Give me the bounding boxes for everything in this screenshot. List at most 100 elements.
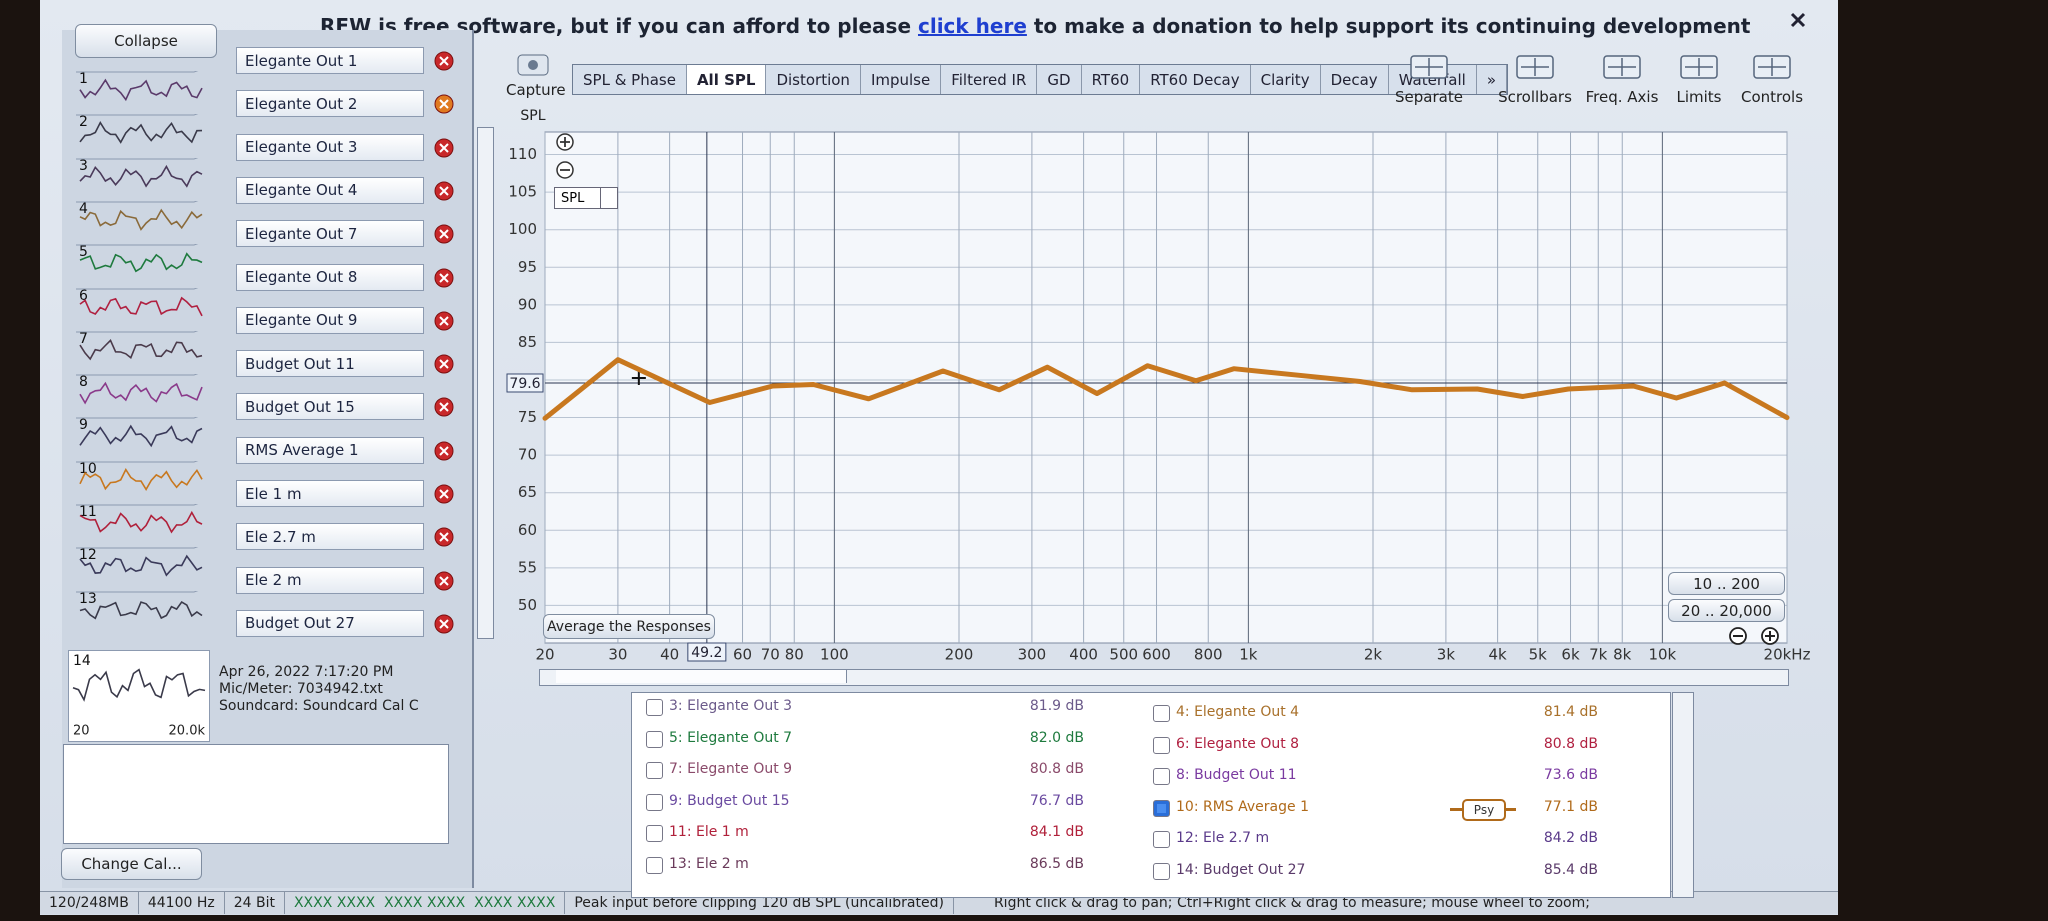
measurement-thumbnail[interactable]: 5	[76, 244, 206, 278]
measurement-name[interactable]: Elegante Out 8	[236, 263, 424, 291]
measurement-thumbnail[interactable]: 6	[76, 287, 206, 322]
tool-label[interactable]: Separate	[1395, 88, 1463, 106]
graph-tab[interactable]: Impulse	[861, 65, 942, 94]
tool-icon[interactable]	[1600, 52, 1644, 84]
measurement-thumbnail[interactable]: 13	[76, 590, 206, 625]
tool-icon[interactable]	[1750, 52, 1794, 84]
vertical-slider[interactable]	[477, 127, 494, 639]
show-checkbox[interactable]	[646, 762, 663, 780]
tool-icon[interactable]	[1407, 52, 1451, 84]
remove-button[interactable]	[433, 570, 455, 592]
zoom-preset-button[interactable]: 20 .. 20,000	[1668, 599, 1785, 622]
measurement-name[interactable]: Ele 2 m	[236, 566, 424, 594]
remove-button[interactable]	[433, 483, 455, 505]
show-checkbox[interactable]	[1153, 736, 1170, 754]
measurement-label[interactable]: 10: RMS Average 1	[1176, 798, 1309, 815]
selected-thumbnail[interactable]: 14 20 20.0k	[68, 650, 210, 742]
remove-button[interactable]	[433, 180, 455, 202]
measurement-name[interactable]: Elegante Out 4	[236, 176, 424, 204]
measurement-thumbnail[interactable]: 1	[76, 71, 206, 105]
graph-tab[interactable]: Decay	[1321, 65, 1389, 94]
remove-button[interactable]	[433, 93, 455, 115]
remove-button[interactable]	[433, 396, 455, 418]
tool-label[interactable]: Controls	[1740, 88, 1804, 106]
horizontal-scrollbar[interactable]	[539, 669, 1789, 686]
graph-tab[interactable]: Filtered IR	[941, 65, 1038, 94]
measurement-name[interactable]: Ele 1 m	[236, 480, 424, 507]
zoom-button[interactable]	[1729, 627, 1747, 645]
tool-label[interactable]: Freq. Axis	[1585, 88, 1659, 106]
measurement-name[interactable]: Elegante Out 9	[236, 306, 424, 334]
remove-button[interactable]	[433, 526, 455, 548]
graph-tab[interactable]: RT60	[1082, 65, 1141, 94]
remove-button[interactable]	[433, 50, 455, 72]
measurement-thumbnail[interactable]: 8	[76, 374, 206, 408]
measurement-name[interactable]: Elegante Out 2	[236, 90, 424, 118]
measurement-name[interactable]: Elegante Out 7	[236, 220, 424, 248]
donate-link[interactable]: click here	[917, 14, 1027, 38]
graph-tab[interactable]: SPL & Phase	[573, 65, 687, 94]
smoothing-badge[interactable]: Psy	[1462, 798, 1506, 821]
show-checkbox[interactable]	[646, 793, 663, 811]
measurement-thumbnail[interactable]: 10	[76, 460, 206, 495]
measurement-name[interactable]: Budget Out 27	[236, 609, 424, 637]
graph-tab[interactable]: All SPL	[686, 65, 767, 94]
remove-button[interactable]	[433, 223, 455, 245]
measurement-thumbnail[interactable]: 4	[76, 200, 206, 235]
measurement-thumbnail[interactable]: 11	[76, 504, 206, 538]
capture-icon[interactable]	[516, 52, 550, 78]
graph-tab[interactable]: RT60 Decay	[1140, 65, 1251, 94]
zoom-preset-button[interactable]: 10 .. 200	[1668, 572, 1785, 595]
measurement-name[interactable]: RMS Average 1	[236, 436, 424, 464]
scroll-thumb[interactable]	[556, 670, 847, 683]
close-button[interactable]	[1788, 10, 1808, 30]
change-cal-button[interactable]: Change Cal...	[61, 848, 202, 880]
remove-button[interactable]	[433, 267, 455, 289]
measurement-thumbnail[interactable]: 2	[76, 114, 206, 148]
measurement-label[interactable]: 11: Ele 1 m	[669, 824, 749, 841]
measurement-name[interactable]: Elegante Out 1	[236, 47, 424, 74]
collapse-button[interactable]: Collapse	[75, 24, 217, 58]
remove-button[interactable]	[433, 440, 455, 462]
tool-label[interactable]: Limits	[1676, 88, 1722, 106]
measurement-thumbnail[interactable]: 3	[76, 157, 206, 192]
show-checkbox[interactable]	[646, 730, 663, 748]
zoom-button[interactable]	[556, 161, 574, 179]
measurement-name[interactable]: Elegante Out 3	[236, 133, 424, 161]
measurement-label[interactable]: 12: Ele 2.7 m	[1176, 830, 1270, 847]
measurement-name[interactable]: Ele 2.7 m	[236, 523, 424, 551]
dropdown-arrow[interactable]	[600, 188, 618, 208]
table-scrollbar[interactable]	[1672, 692, 1694, 898]
tool-icon[interactable]	[1677, 52, 1721, 84]
measurement-thumbnail[interactable]: 7	[76, 330, 206, 365]
remove-button[interactable]	[433, 353, 455, 375]
measurement-name[interactable]: Budget Out 11	[236, 350, 424, 378]
show-checkbox[interactable]	[646, 699, 663, 716]
graph-tab[interactable]: Clarity	[1251, 65, 1321, 94]
graph-tab[interactable]: Distortion	[766, 65, 861, 94]
graph-tab[interactable]: »	[1477, 65, 1508, 94]
average-button[interactable]: Average the Responses	[543, 614, 715, 639]
measurement-label[interactable]: 14: Budget Out 27	[1176, 862, 1306, 878]
tool-label[interactable]: Scrollbars	[1498, 88, 1572, 106]
notes-box[interactable]	[63, 744, 449, 844]
tool-icon[interactable]	[1513, 52, 1557, 84]
remove-button[interactable]	[433, 310, 455, 332]
zoom-button[interactable]	[1761, 627, 1779, 645]
remove-button[interactable]	[433, 613, 455, 635]
measurement-label[interactable]: 7: Elegante Out 9	[669, 761, 793, 778]
measurement-thumbnail[interactable]: 9	[76, 417, 206, 451]
spl-dropdown[interactable]: SPL	[554, 187, 618, 209]
remove-button[interactable]	[433, 137, 455, 159]
zoom-button[interactable]	[556, 133, 574, 151]
measurement-label[interactable]: 4: Elegante Out 4	[1176, 704, 1300, 720]
measurement-label[interactable]: 8: Budget Out 11	[1176, 767, 1297, 784]
show-checkbox[interactable]	[1153, 768, 1170, 786]
show-checkbox[interactable]	[1153, 705, 1170, 722]
measurement-label[interactable]: 5: Elegante Out 7	[669, 729, 793, 746]
capture-label[interactable]: Capture	[506, 81, 566, 99]
show-checkbox[interactable]	[1153, 863, 1170, 880]
measurement-label[interactable]: 13: Ele 2 m	[669, 856, 749, 872]
measurement-label[interactable]: 6: Elegante Out 8	[1176, 735, 1300, 752]
show-checkbox[interactable]	[1153, 799, 1170, 817]
